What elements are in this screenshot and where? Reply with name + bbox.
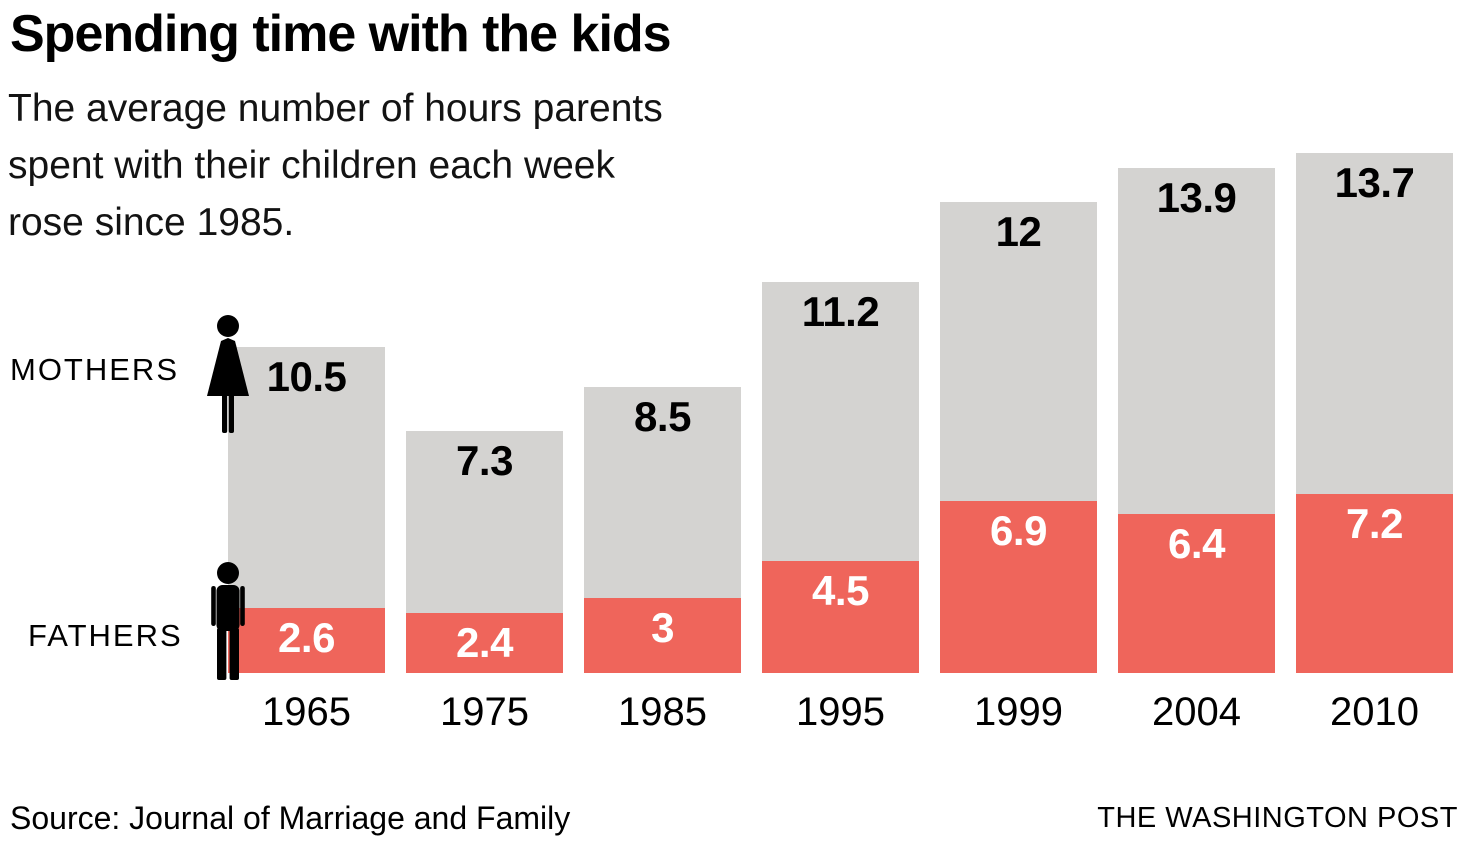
fathers-value-1975: 2.4: [456, 619, 513, 667]
chart-subtitle: The average number of hours parents spen…: [8, 80, 663, 251]
mothers-segment-1965: 10.5: [228, 346, 385, 609]
woman-icon: [207, 315, 249, 433]
mothers-segment-1995: 11.2: [762, 282, 919, 561]
legend-fathers-label: FATHERS: [28, 618, 183, 653]
fathers-segment-2004: 6.4: [1118, 513, 1275, 673]
fathers-value-1965: 2.6: [278, 614, 335, 662]
bar-2004: 13.9 6.4: [1118, 167, 1275, 673]
bar-1975: 7.3 2.4: [406, 431, 563, 673]
fathers-value-2004: 6.4: [1168, 519, 1225, 567]
chart-title: Spending time with the kids: [10, 5, 672, 63]
mothers-value-1985: 8.5: [634, 392, 691, 440]
year-label-1995: 1995: [796, 690, 885, 734]
publisher-credit: THE WASHINGTON POST: [1097, 802, 1458, 834]
year-label-1975: 1975: [440, 690, 529, 734]
bar-1999: 12 6.9: [940, 202, 1097, 673]
man-icon: [211, 562, 245, 680]
year-label-2004: 2004: [1152, 690, 1241, 734]
source-note: Source: Journal of Marriage and Family: [10, 800, 571, 836]
bar-1985: 8.5 3: [584, 386, 741, 673]
mothers-segment-1999: 12: [940, 202, 1097, 502]
year-label-1999: 1999: [974, 690, 1063, 734]
mothers-value-1999: 12: [995, 208, 1042, 256]
legend-mothers-label: MOTHERS: [10, 352, 179, 387]
subtitle-line-2: spent with their children each week: [8, 144, 615, 187]
bar-2010: 13.7 7.2: [1296, 152, 1453, 673]
mothers-segment-1985: 8.5: [584, 386, 741, 599]
year-label-1985: 1985: [618, 690, 707, 734]
fathers-value-1985: 3: [651, 604, 674, 652]
mothers-value-1975: 7.3: [456, 437, 513, 485]
bar-1965: 10.5 2.6: [228, 346, 385, 673]
fathers-segment-1999: 6.9: [940, 501, 1097, 673]
mothers-segment-2010: 13.7: [1296, 152, 1453, 494]
fathers-segment-1965: 2.6: [228, 608, 385, 673]
year-label-1965: 1965: [262, 690, 351, 734]
mothers-value-1995: 11.2: [801, 288, 880, 336]
fathers-value-1999: 6.9: [990, 507, 1047, 555]
mothers-value-2004: 13.9: [1156, 173, 1237, 221]
mothers-segment-2004: 13.9: [1118, 167, 1275, 514]
fathers-value-1995: 4.5: [812, 566, 869, 614]
year-label-2010: 2010: [1330, 690, 1419, 734]
fathers-segment-2010: 7.2: [1296, 493, 1453, 673]
mothers-value-1965: 10.5: [266, 352, 347, 400]
bar-1995: 11.2 4.5: [762, 282, 919, 673]
fathers-segment-1975: 2.4: [406, 613, 563, 673]
subtitle-line-3: rose since 1985.: [8, 201, 295, 244]
mothers-segment-1975: 7.3: [406, 431, 563, 614]
mothers-value-2010: 13.7: [1334, 158, 1415, 206]
fathers-segment-1995: 4.5: [762, 560, 919, 673]
fathers-value-2010: 7.2: [1346, 499, 1403, 547]
fathers-segment-1985: 3: [584, 598, 741, 673]
subtitle-line-1: The average number of hours parents: [8, 87, 663, 130]
